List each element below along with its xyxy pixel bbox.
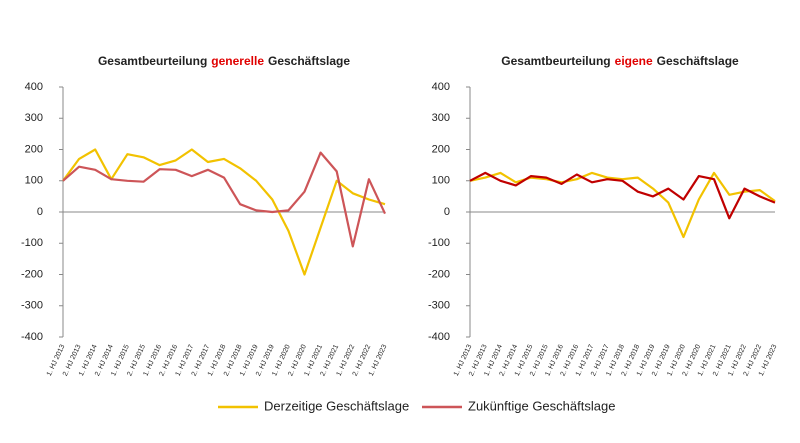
title-part: Geschäftslage	[268, 54, 350, 68]
y-tick-label: -200	[21, 268, 43, 280]
title-part: Geschäftslage	[657, 54, 739, 68]
y-tick-label: 0	[37, 206, 43, 218]
y-tick-label: 200	[25, 143, 43, 155]
y-tick-label: 100	[25, 175, 43, 187]
y-tick-label: -400	[21, 331, 43, 343]
y-tick-label: 400	[432, 81, 450, 93]
y-tick-label: 400	[25, 81, 43, 93]
line-series	[62, 148, 386, 276]
legend-label: Zukünftige Geschäftslage	[468, 398, 615, 413]
y-tick-label: 300	[25, 112, 43, 124]
line-series	[469, 171, 776, 220]
line-series	[62, 151, 386, 248]
y-tick-label: -100	[428, 237, 450, 249]
y-tick-label: 300	[432, 112, 450, 124]
y-tick-label: -300	[428, 300, 450, 312]
y-tick-label: -400	[428, 331, 450, 343]
title-part: generelle	[211, 54, 264, 68]
y-tick-label: 100	[432, 175, 450, 187]
chart-title: Gesamtbeurteilung eigene Geschäftslage	[501, 54, 739, 68]
y-tick-label: -300	[21, 300, 43, 312]
line-series	[469, 171, 776, 239]
y-tick-label: 0	[444, 206, 450, 218]
chart-title: Gesamtbeurteilung generelle Geschäftslage	[98, 54, 350, 68]
y-tick-label: -200	[428, 268, 450, 280]
title-part: Gesamtbeurteilung	[501, 54, 610, 68]
legend-label: Derzeitige Geschäftslage	[264, 398, 409, 413]
y-tick-label: 200	[432, 143, 450, 155]
title-part: eigene	[615, 54, 653, 68]
y-tick-label: -100	[21, 237, 43, 249]
title-part: Gesamtbeurteilung	[98, 54, 207, 68]
